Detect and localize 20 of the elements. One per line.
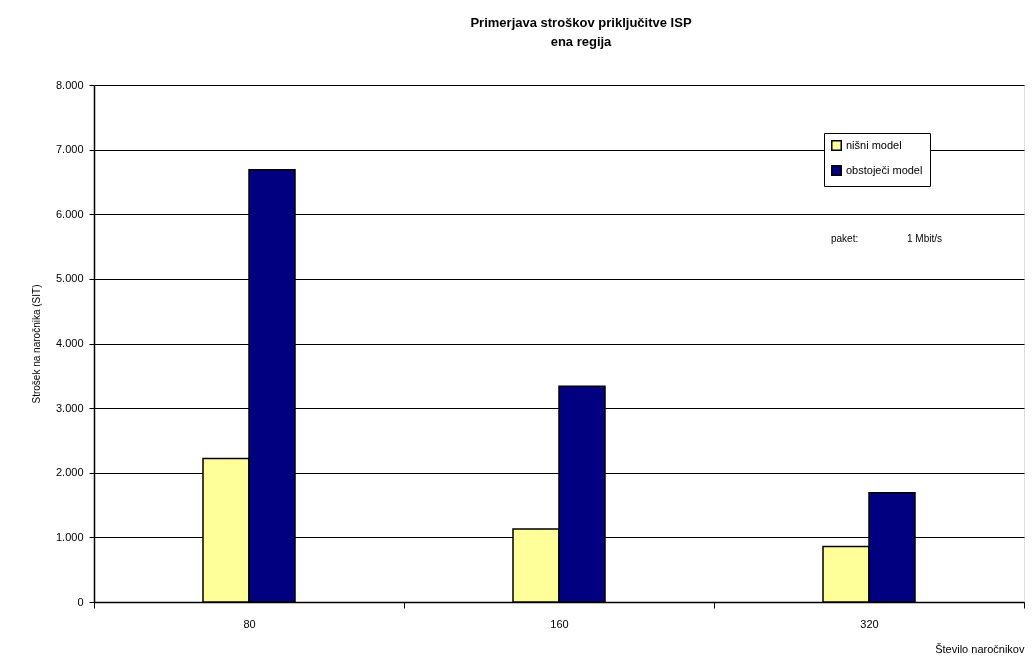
annotation: 1 Mbit/s: [907, 233, 943, 244]
y-axis-title: Strošek na naročnika (SIT): [30, 284, 42, 404]
y-tick-label: 2.000: [55, 466, 84, 479]
x-tick-label: 80: [243, 617, 256, 630]
y-tick-label: 7.000: [55, 143, 84, 156]
y-tick-label: 1.000: [55, 530, 84, 543]
y-tick-label: 6.000: [55, 207, 84, 220]
legend-label: obstoječi model: [846, 163, 923, 176]
x-tick-label: 320: [860, 617, 879, 630]
chart-subtitle: ena regija: [550, 34, 613, 49]
y-tick-label: 5.000: [55, 272, 84, 285]
x-tick-label: 160: [550, 617, 569, 630]
legend-label: nišni model: [846, 138, 902, 151]
y-tick-label: 3.000: [55, 401, 84, 414]
y-tick-label: 4.000: [55, 337, 84, 349]
x-axis-title: Število naročnikov: [935, 642, 1025, 655]
annotation: paket:: [831, 233, 859, 244]
chart-title: Primerjava stroškov priključitve ISP: [470, 15, 692, 30]
y-tick-label: 8.000: [55, 78, 84, 91]
y-tick-label: 0: [77, 595, 84, 608]
